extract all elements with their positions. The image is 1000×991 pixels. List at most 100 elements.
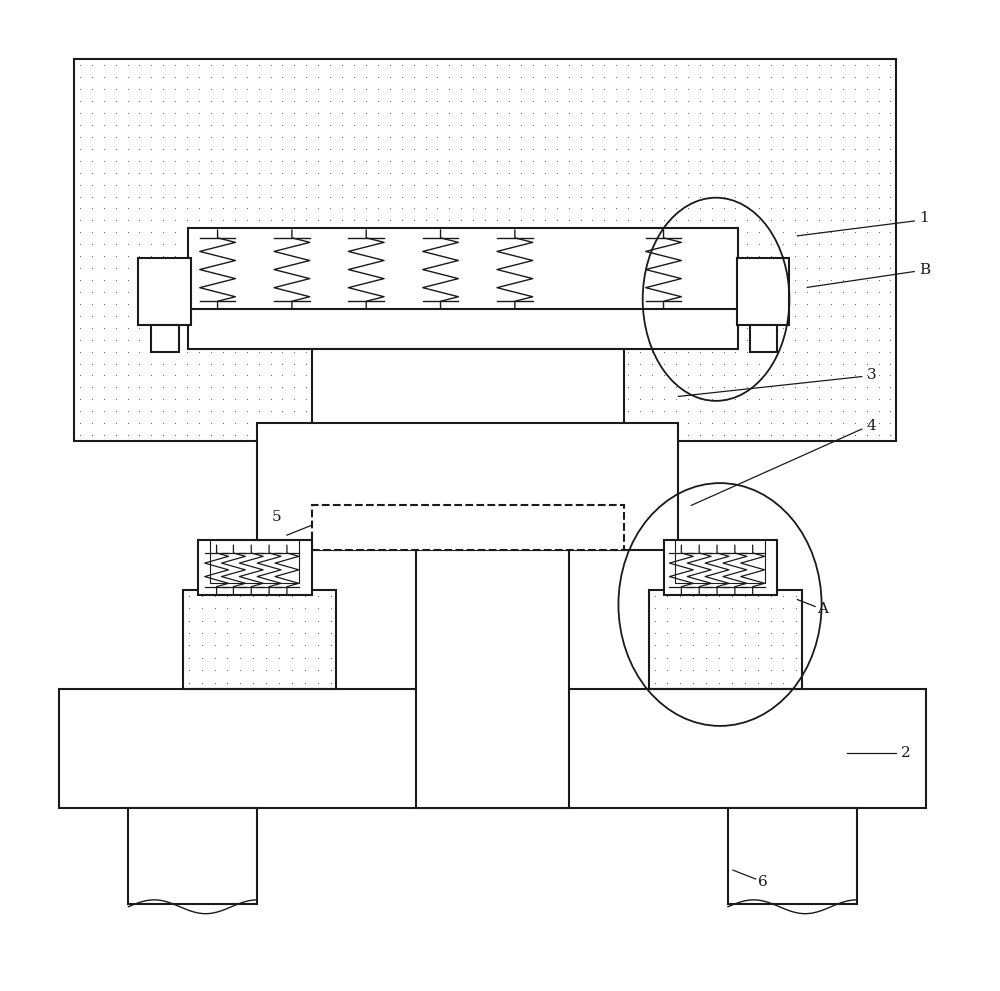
- Point: [477, 93, 493, 109]
- Point: [263, 344, 279, 360]
- Point: [358, 273, 374, 288]
- Point: [429, 320, 445, 336]
- Point: [394, 249, 410, 265]
- Point: [286, 403, 302, 419]
- Point: [799, 261, 815, 276]
- Point: [251, 403, 267, 419]
- Point: [537, 284, 553, 300]
- Point: [549, 273, 565, 288]
- Point: [96, 344, 112, 360]
- Point: [763, 296, 779, 312]
- Point: [358, 344, 374, 360]
- Point: [131, 188, 147, 204]
- Point: [501, 176, 517, 192]
- Point: [775, 129, 791, 145]
- Point: [644, 81, 660, 97]
- Point: [370, 141, 386, 157]
- Point: [108, 427, 124, 443]
- Point: [871, 93, 887, 109]
- Point: [561, 105, 577, 121]
- Point: [251, 296, 267, 312]
- Point: [286, 368, 302, 384]
- Point: [608, 105, 624, 121]
- Point: [692, 236, 708, 252]
- Point: [787, 81, 803, 97]
- Point: [120, 188, 136, 204]
- Point: [823, 188, 839, 204]
- Point: [167, 188, 183, 204]
- Point: [704, 129, 720, 145]
- Point: [859, 320, 875, 336]
- Bar: [737, 258, 789, 325]
- Point: [334, 165, 350, 180]
- Point: [727, 200, 743, 216]
- Point: [453, 391, 469, 407]
- Point: [310, 415, 326, 431]
- Point: [310, 153, 326, 168]
- Point: [310, 105, 326, 121]
- Point: [429, 391, 445, 407]
- Point: [108, 224, 124, 240]
- Point: [763, 153, 779, 168]
- Point: [668, 200, 684, 216]
- Point: [441, 165, 457, 180]
- Point: [382, 261, 398, 276]
- Point: [680, 403, 696, 419]
- Point: [120, 415, 136, 431]
- Point: [835, 141, 851, 157]
- Point: [668, 153, 684, 168]
- Point: [632, 332, 648, 348]
- Point: [334, 320, 350, 336]
- Point: [847, 188, 863, 204]
- Point: [143, 69, 159, 85]
- Point: [143, 129, 159, 145]
- Point: [787, 165, 803, 180]
- Point: [739, 93, 755, 109]
- Point: [370, 284, 386, 300]
- Point: [382, 308, 398, 324]
- Point: [203, 200, 219, 216]
- Point: [477, 368, 493, 384]
- Point: [382, 69, 398, 85]
- Point: [608, 129, 624, 145]
- Point: [274, 188, 290, 204]
- Point: [537, 129, 553, 145]
- Point: [608, 57, 624, 73]
- Point: [704, 403, 720, 419]
- Point: [573, 153, 589, 168]
- Point: [418, 236, 434, 252]
- Point: [608, 224, 624, 240]
- Point: [859, 356, 875, 372]
- Point: [143, 117, 159, 133]
- Point: [120, 165, 136, 180]
- Point: [143, 356, 159, 372]
- Point: [847, 273, 863, 288]
- Point: [799, 141, 815, 157]
- Point: [513, 81, 529, 97]
- Point: [286, 200, 302, 216]
- Point: [263, 320, 279, 336]
- Point: [823, 296, 839, 312]
- Point: [668, 273, 684, 288]
- Point: [298, 93, 314, 109]
- Point: [322, 117, 338, 133]
- Point: [871, 224, 887, 240]
- Point: [659, 637, 675, 653]
- Point: [823, 332, 839, 348]
- Point: [750, 662, 766, 678]
- Point: [644, 236, 660, 252]
- Point: [672, 662, 688, 678]
- Point: [370, 224, 386, 240]
- Point: [698, 625, 714, 641]
- Point: [382, 249, 398, 265]
- Point: [847, 93, 863, 109]
- Point: [370, 308, 386, 324]
- Point: [334, 332, 350, 348]
- Point: [194, 612, 210, 628]
- Point: [441, 129, 457, 145]
- Point: [232, 601, 248, 616]
- Point: [418, 153, 434, 168]
- Point: [155, 141, 171, 157]
- Point: [561, 368, 577, 384]
- Point: [108, 188, 124, 204]
